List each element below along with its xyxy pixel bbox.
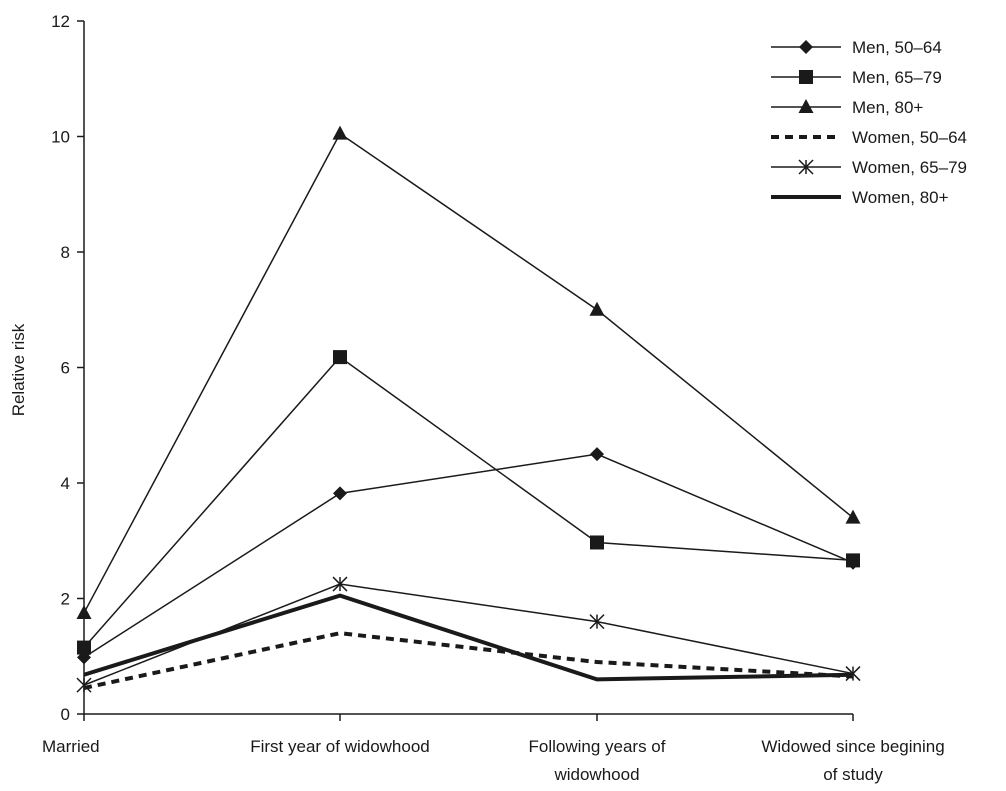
square-marker bbox=[333, 350, 347, 365]
legend-label: Men, 80+ bbox=[852, 98, 923, 117]
y-axis-label: Relative risk bbox=[9, 323, 28, 416]
series-line bbox=[83, 631, 854, 690]
series-line bbox=[83, 132, 854, 614]
series-6 bbox=[83, 593, 854, 682]
series-layer bbox=[76, 125, 861, 693]
legend-label: Men, 50–64 bbox=[852, 38, 942, 57]
y-tick-label: 6 bbox=[61, 359, 70, 378]
y-tick-label: 4 bbox=[61, 474, 70, 493]
legend-label: Women, 50–64 bbox=[852, 128, 967, 147]
x-tick-label: Following years of bbox=[528, 737, 665, 756]
triangle-marker bbox=[845, 509, 861, 524]
legend-label: Men, 65–79 bbox=[852, 68, 942, 87]
y-axis-ticks: 0 2 4 6 8 10 12 bbox=[51, 12, 84, 724]
asterisk-marker bbox=[76, 677, 92, 693]
asterisk-marker bbox=[798, 159, 814, 175]
diamond-marker bbox=[333, 486, 347, 501]
x-axis-ticks: Married First year of widowhood Following … bbox=[42, 714, 945, 784]
triangle-marker bbox=[332, 125, 348, 140]
x-tick-label: Widowed since begining bbox=[761, 737, 944, 756]
y-tick-label: 10 bbox=[51, 128, 70, 147]
series-1 bbox=[77, 447, 860, 665]
legend-item: Men, 50–64 bbox=[771, 38, 942, 57]
legend: Men, 50–64 Men, 65–79 Men, 80+ Women, 50–64… bbox=[771, 38, 967, 207]
y-tick-label: 2 bbox=[61, 590, 70, 609]
y-tick-label: 0 bbox=[61, 705, 70, 724]
series-line bbox=[83, 453, 854, 659]
square-marker bbox=[77, 640, 91, 655]
diamond-marker bbox=[799, 40, 813, 54]
legend-label: Women, 80+ bbox=[852, 188, 949, 207]
legend-item: Women, 65–79 bbox=[771, 158, 967, 177]
series-3 bbox=[76, 125, 861, 619]
series-4 bbox=[83, 631, 854, 690]
series-line bbox=[83, 593, 854, 682]
x-tick-label: Married bbox=[42, 737, 100, 756]
triangle-marker bbox=[589, 301, 605, 316]
square-marker bbox=[799, 70, 813, 84]
square-marker bbox=[846, 553, 860, 568]
x-tick-label: First year of widowhood bbox=[250, 737, 430, 756]
asterisk-marker bbox=[589, 614, 605, 630]
axes bbox=[83, 21, 853, 715]
x-tick-label: widowhood bbox=[553, 765, 639, 784]
triangle-marker bbox=[798, 99, 814, 113]
diamond-marker bbox=[590, 447, 604, 462]
legend-label: Women, 65–79 bbox=[852, 158, 967, 177]
series-2 bbox=[77, 350, 860, 655]
series-line bbox=[83, 356, 854, 649]
asterisk-marker bbox=[845, 666, 861, 682]
triangle-marker bbox=[76, 604, 92, 619]
asterisk-marker bbox=[332, 576, 348, 592]
y-tick-label: 12 bbox=[51, 12, 70, 31]
legend-item: Men, 80+ bbox=[771, 98, 923, 117]
y-tick-label: 8 bbox=[61, 243, 70, 262]
legend-item: Women, 50–64 bbox=[771, 128, 967, 147]
x-tick-label: of study bbox=[823, 765, 883, 784]
legend-item: Men, 65–79 bbox=[771, 68, 942, 87]
legend-item: Women, 80+ bbox=[771, 188, 949, 207]
square-marker bbox=[590, 535, 604, 550]
